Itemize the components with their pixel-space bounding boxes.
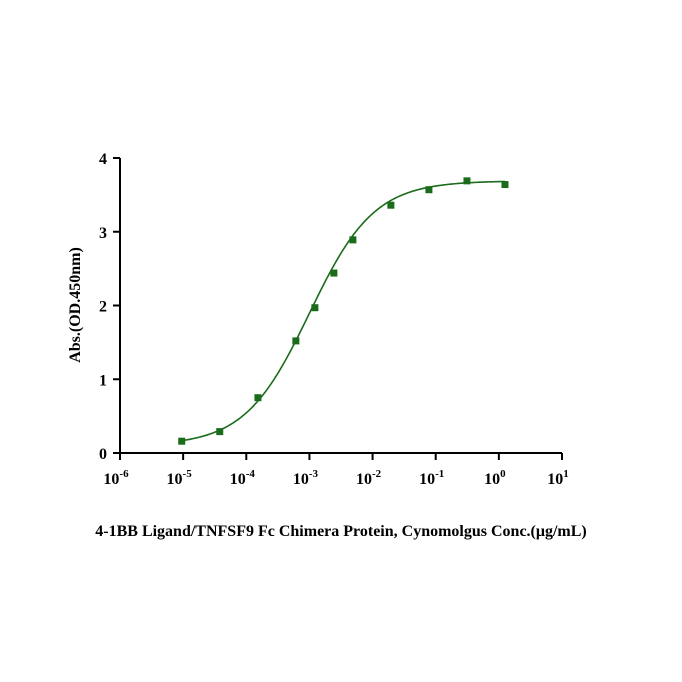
data-point — [311, 304, 319, 312]
y-axis-label: Abs.(OD.450nm) — [67, 247, 84, 363]
x-tick-exponent: -5 — [183, 468, 193, 480]
data-point — [330, 269, 338, 277]
x-tick-exponent: -6 — [119, 468, 129, 480]
y-tick-label: 1 — [99, 372, 107, 389]
x-tick-label: 10-4 — [230, 468, 256, 488]
x-tick-label: 10-6 — [103, 468, 129, 488]
data-point — [463, 177, 471, 185]
x-tick-base: 10 — [419, 471, 435, 488]
y-ticks: 0 1 2 3 4 — [99, 151, 120, 463]
x-tick-base: 10 — [230, 471, 246, 488]
x-tick-base: 10 — [356, 471, 372, 488]
x-tick-exponent: -2 — [372, 468, 382, 480]
data-point — [387, 201, 395, 209]
x-tick-exponent: -3 — [309, 468, 319, 480]
x-tick-base: 10 — [293, 471, 309, 488]
data-point — [501, 181, 509, 189]
x-tick-label: 10-5 — [167, 468, 193, 488]
x-tick-base: 10 — [167, 471, 183, 488]
x-tick-label: 10-2 — [356, 468, 382, 488]
data-point — [254, 394, 262, 402]
x-tick-label: 101 — [547, 468, 569, 488]
data-point — [292, 337, 300, 345]
y-tick-label: 2 — [99, 299, 107, 316]
x-tick-exponent: 1 — [563, 468, 569, 480]
y-tick-label: 4 — [99, 151, 107, 168]
x-tick-exponent: -1 — [435, 468, 444, 480]
x-tick-base: 10 — [103, 471, 119, 488]
data-point — [349, 236, 357, 244]
data-points — [178, 177, 509, 445]
x-tick-label: 10-3 — [293, 468, 319, 488]
data-point — [178, 437, 186, 445]
data-point — [425, 186, 433, 194]
x-tick-label: 100 — [484, 468, 506, 488]
x-tick-exponent: -4 — [246, 468, 256, 480]
x-tick-label: 10-1 — [419, 468, 444, 488]
x-ticks: 10-6 10-5 10-4 10-3 10-2 10-1 100 101 — [103, 453, 569, 488]
axes — [119, 158, 562, 454]
data-point — [216, 428, 224, 436]
x-tick-base: 10 — [484, 471, 500, 488]
x-axis-label: 4-1BB Ligand/TNFSF9 Fc Chimera Protein, … — [95, 523, 586, 540]
y-tick-label: 0 — [99, 446, 107, 463]
x-tick-exponent: 0 — [500, 468, 506, 480]
y-tick-label: 3 — [99, 225, 107, 242]
fit-curve — [181, 180, 505, 442]
x-tick-base: 10 — [547, 471, 563, 488]
